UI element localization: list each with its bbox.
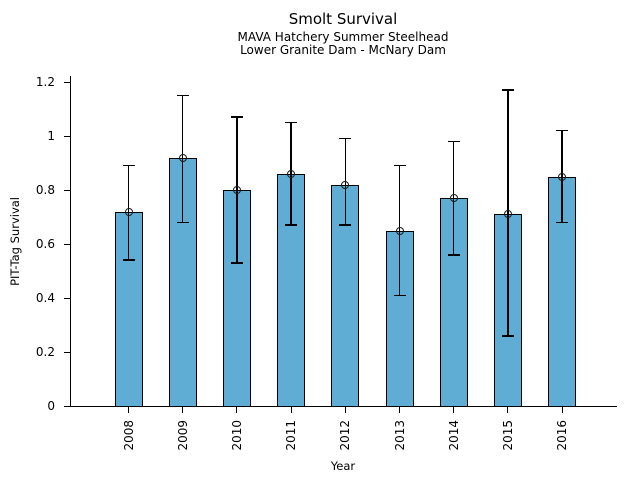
x-tick-label-2009: 2009 [175, 420, 190, 451]
error-bar-cap-bottom-2008 [122, 259, 135, 261]
error-bar-cap-top-2011 [285, 121, 298, 124]
x-tick-2016 [561, 407, 563, 413]
x-tick-2013 [399, 407, 400, 413]
error-bar-cap-bottom-2013 [393, 294, 406, 297]
y-tick-label: 0.8 [35, 183, 55, 197]
chart-title: Smolt Survival [288, 10, 398, 28]
x-tick-2012 [344, 407, 346, 413]
x-tick-label-2012: 2012 [338, 420, 353, 451]
y-tick [64, 351, 71, 353]
plot-area: 0 0.2 0.4 0.6 0.8 1 1.2 2008 2009 2010 2011 2012 201… [36, 75, 617, 451]
chart-subtitle-line1: MAVA Hatchery Summer Steelhead [237, 30, 449, 44]
x-tick-label-2016: 2016 [555, 420, 570, 451]
marker-open-circle-2016 [558, 172, 567, 181]
x-tick-2014 [453, 407, 455, 413]
error-bar-cap-top-2009 [176, 94, 189, 97]
x-tick-label-2013: 2013 [392, 420, 407, 451]
marker-open-circle-2012 [341, 180, 350, 189]
error-bar-cap-top-2015 [501, 89, 514, 91]
error-bar-cap-bottom-2010 [230, 262, 243, 264]
error-bar-cap-top-2012 [339, 137, 352, 140]
chart-subtitle-line2: Lower Granite Dam - McNary Dam [240, 43, 446, 57]
y-tick [64, 135, 71, 137]
marker-open-circle-2013 [395, 226, 404, 235]
marker-open-circle-2010 [232, 186, 241, 194]
error-bar-cap-bottom-2012 [339, 224, 352, 226]
bar-2008 [114, 211, 143, 406]
error-bar-cap-bottom-2014 [447, 254, 460, 256]
x-tick-label-2014: 2014 [446, 420, 461, 451]
error-bar-cap-top-2014 [447, 140, 460, 143]
error-bar-cap-bottom-2011 [285, 224, 298, 226]
y-tick-label: 0.4 [35, 291, 55, 305]
x-tick-2009 [182, 407, 184, 413]
y-tick-label: 0 [47, 399, 55, 413]
title-block: Smolt Survival MAVA Hatchery Summer Stee… [70, 9, 616, 57]
y-tick [64, 405, 71, 407]
y-tick [64, 297, 71, 299]
error-bar-cap-bottom-2015 [501, 335, 514, 337]
y-tick-label: 0.2 [35, 345, 55, 359]
y-tick-label: 1 [47, 129, 55, 143]
marker-open-circle-2015 [503, 210, 512, 219]
error-bar-cap-top-2013 [393, 164, 406, 167]
x-tick-2015 [507, 407, 509, 413]
y-tick [64, 243, 71, 245]
x-tick-label-2010: 2010 [229, 420, 244, 451]
error-bar-cap-top-2010 [230, 116, 243, 118]
x-tick-2010 [236, 407, 238, 413]
marker-open-circle-2014 [449, 194, 458, 203]
x-axis-label: Year [330, 459, 356, 473]
x-tick-label-2008: 2008 [121, 420, 136, 451]
x-tick-label-2011: 2011 [284, 420, 299, 451]
marker-open-circle-2009 [178, 153, 187, 162]
error-bar-cap-bottom-2016 [556, 221, 569, 224]
marker-open-circle-2008 [124, 207, 133, 216]
x-tick-label-2015: 2015 [500, 420, 515, 451]
y-tick [64, 189, 71, 191]
x-tick-2008 [128, 407, 129, 413]
y-tick [64, 81, 71, 83]
marker-open-circle-2011 [287, 169, 296, 178]
y-tick-label: 0.6 [35, 237, 55, 251]
error-bar-cap-top-2016 [556, 129, 569, 132]
y-tick-label: 1.2 [35, 75, 55, 89]
error-bar-cap-top-2008 [122, 164, 135, 167]
x-tick-2011 [290, 407, 292, 413]
error-bar-cap-bottom-2009 [176, 221, 189, 224]
